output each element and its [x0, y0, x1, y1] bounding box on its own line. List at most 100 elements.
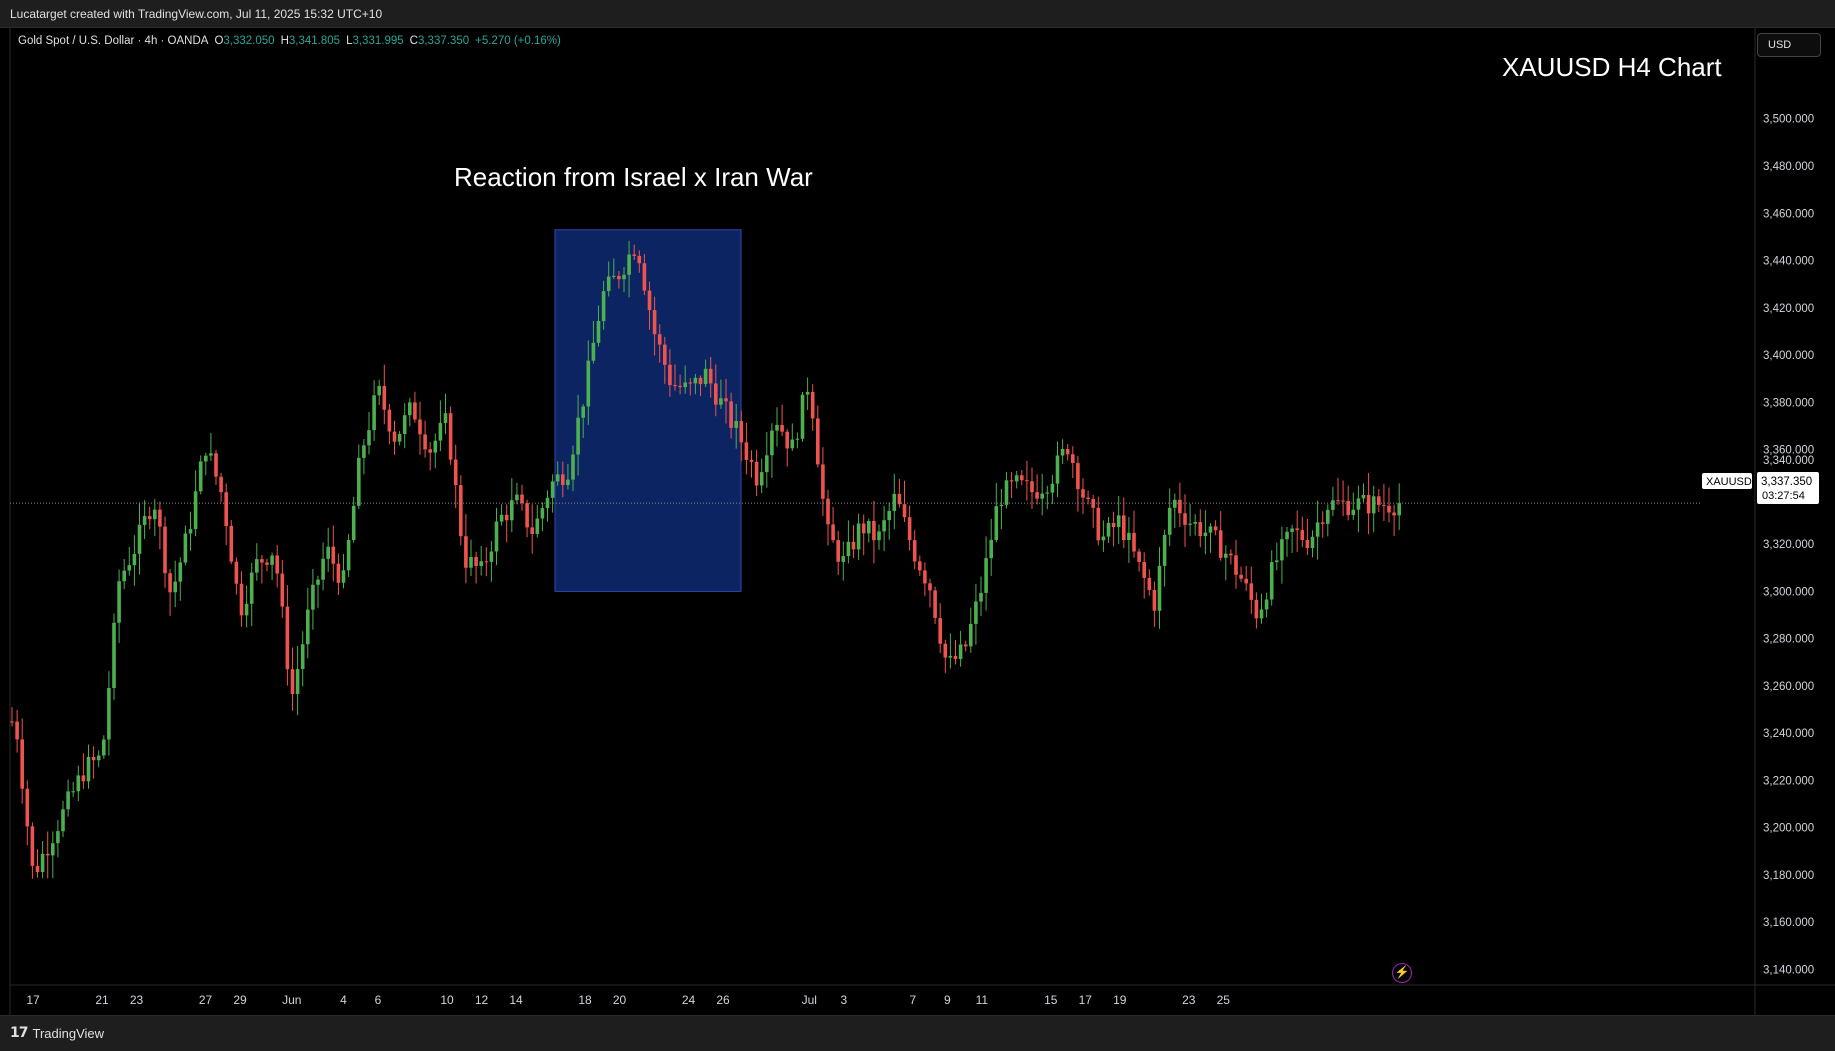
candle-body — [1050, 483, 1055, 493]
candle-body — [642, 263, 647, 291]
candle-body — [158, 509, 162, 527]
candle-body — [397, 434, 402, 442]
candle-body — [958, 644, 963, 659]
candle-body — [1310, 536, 1315, 548]
candle-body — [714, 383, 718, 405]
candle-body — [270, 555, 274, 565]
candle-body — [1331, 500, 1335, 510]
candle-body — [1086, 497, 1090, 499]
y-tick-label: 3,140.000 — [1763, 965, 1814, 977]
candle-body — [107, 688, 111, 740]
candle-body — [821, 464, 825, 499]
y-tick-label: 3,460.000 — [1763, 208, 1814, 220]
chart-area[interactable]: 3,140.000 3,160.000 3,180.000 3,200.000 3,22… — [0, 28, 1835, 1015]
candle-body — [1377, 496, 1381, 505]
candle-body — [224, 492, 228, 526]
candle-body — [81, 775, 86, 782]
candle-body — [1127, 532, 1131, 540]
candle-body — [1035, 492, 1039, 499]
candle-body — [1336, 500, 1340, 502]
candle-body — [775, 424, 779, 431]
candle-body — [515, 494, 519, 501]
candle-body — [122, 570, 126, 582]
price-chart[interactable]: 3,140.000 3,160.000 3,180.000 3,200.000 3,22… — [0, 28, 1835, 1015]
candle-body — [1229, 553, 1233, 556]
candle-body — [249, 572, 254, 604]
candle-body — [999, 504, 1004, 507]
x-tick-label: 23 — [1182, 993, 1196, 1007]
open-label: O — [214, 35, 224, 47]
candle-body — [810, 391, 815, 419]
y-tick-label: 3,500.000 — [1763, 114, 1814, 126]
candle-body — [698, 377, 703, 385]
candle-body — [1014, 475, 1019, 482]
candle-body — [459, 485, 463, 537]
annotation-text: Reaction from Israel x Iran War — [454, 162, 813, 192]
candle-body — [688, 382, 693, 384]
candle-body — [173, 581, 177, 593]
candle-body — [1183, 513, 1187, 525]
y-tick-label: 3,360.000 — [1763, 445, 1814, 457]
candle-body — [678, 385, 682, 388]
candle-body — [1259, 609, 1264, 619]
candle-body — [357, 457, 361, 506]
candle-body — [1081, 489, 1085, 498]
candle-body — [1122, 515, 1126, 540]
credit-text: Lucatarget created with TradingView.com,… — [10, 7, 383, 21]
candle-body — [703, 368, 708, 385]
candle-body — [1055, 455, 1060, 484]
candle-body — [693, 377, 698, 384]
candle-body — [1152, 590, 1157, 611]
candle-body — [188, 529, 193, 534]
candle-body — [1346, 500, 1350, 516]
y-tick-label: 3,260.000 — [1763, 681, 1814, 693]
candle-body — [1392, 512, 1396, 516]
x-tick-label: 3 — [840, 993, 847, 1007]
candle-body — [734, 421, 738, 428]
x-tick-label: 15 — [1044, 993, 1058, 1007]
candle-body — [209, 453, 213, 456]
tradingview-brand-text: TradingView — [32, 1025, 105, 1041]
candle-body — [943, 643, 948, 658]
candle-body — [295, 669, 300, 694]
candle-body — [1137, 551, 1141, 562]
candle-body — [1382, 504, 1386, 506]
candle-body — [1111, 522, 1116, 527]
candle-body — [816, 418, 820, 465]
candle-body — [841, 556, 846, 562]
candle-body — [1142, 561, 1146, 578]
candle-body — [76, 775, 81, 792]
highlight-box[interactable] — [554, 229, 742, 592]
candle-body — [163, 526, 167, 574]
candle-body — [168, 573, 172, 593]
candle-body — [260, 559, 264, 563]
candle-body — [1285, 531, 1289, 540]
candle-body — [1208, 526, 1213, 533]
candle-body — [1040, 493, 1044, 499]
candle-body — [739, 421, 744, 443]
candle-body — [530, 527, 534, 534]
candle-body — [1193, 522, 1197, 524]
lightning-icon[interactable]: ⚡ — [1392, 963, 1412, 983]
candle-body — [1387, 505, 1391, 513]
candle-body — [652, 310, 657, 335]
currency-button[interactable]: USD — [1757, 33, 1821, 57]
y-tick-label: 3,320.000 — [1763, 539, 1814, 551]
candle-body — [744, 442, 749, 460]
candle-body — [785, 431, 789, 449]
candle-body — [780, 424, 784, 432]
candle-body — [244, 603, 249, 616]
candle-body — [933, 590, 937, 618]
tradingview-logo[interactable]: 17 TradingView — [10, 1025, 104, 1041]
candle-body — [969, 623, 973, 647]
y-tick-label: 3,300.000 — [1763, 586, 1814, 598]
y-tick-label: 3,180.000 — [1763, 870, 1814, 882]
candle-body — [86, 757, 91, 782]
candle-body — [657, 334, 662, 345]
candle-body — [1315, 522, 1320, 537]
candle-body — [938, 618, 942, 644]
candle-body — [912, 540, 917, 562]
candle-body — [132, 553, 137, 566]
candle-body — [499, 514, 504, 522]
candle-body — [479, 561, 483, 566]
